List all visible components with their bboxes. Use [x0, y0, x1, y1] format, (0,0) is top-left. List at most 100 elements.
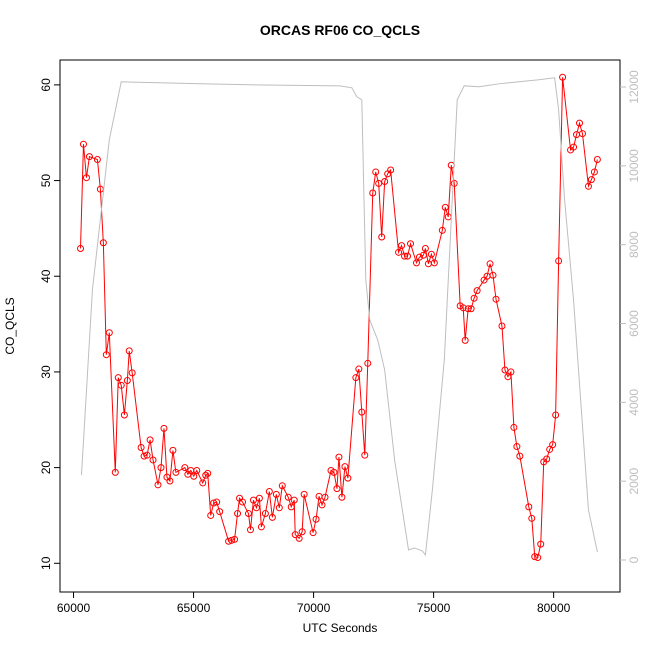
data-point [239, 498, 247, 506]
data-point [473, 287, 481, 295]
data-point [398, 242, 406, 250]
data-point [157, 464, 165, 472]
data-point [395, 248, 403, 256]
x-tick-label: 75000 [417, 601, 451, 615]
data-point [295, 534, 303, 542]
data-point [137, 444, 145, 452]
x-axis-label: UTC Seconds [303, 621, 378, 635]
data-point [528, 514, 536, 522]
data-point [249, 496, 257, 504]
data-point [352, 374, 360, 382]
data-point [268, 513, 276, 521]
y-tick-label: 30 [39, 365, 53, 379]
data-point [278, 482, 286, 490]
y-tick-label: 40 [39, 269, 53, 283]
data-point [99, 239, 107, 247]
data-point [255, 494, 263, 502]
data-point [190, 472, 198, 480]
data-point [501, 366, 509, 374]
data-point [154, 481, 162, 489]
data-point [464, 305, 472, 313]
data-point [199, 479, 207, 487]
data-point [401, 252, 409, 260]
data-point [404, 252, 412, 260]
data-point [207, 511, 215, 519]
data-point [593, 156, 601, 164]
plot-box [59, 59, 621, 593]
data-point [284, 493, 292, 501]
data-point [213, 498, 221, 506]
x-tick-label: 70000 [297, 601, 331, 615]
y-tick-label: 10 [39, 556, 53, 570]
data-point [372, 168, 380, 176]
data-point [361, 451, 369, 459]
data-point [381, 178, 389, 186]
data-point [172, 468, 180, 476]
data-point [128, 369, 136, 377]
data-point [252, 504, 260, 512]
data-point [516, 452, 524, 460]
data-point [338, 493, 346, 501]
data-point [364, 359, 372, 367]
y2-tick-label: 6000 [627, 310, 641, 337]
data-point [467, 305, 475, 313]
x-tick-label: 80000 [537, 601, 571, 615]
data-point [146, 436, 154, 444]
data-point [111, 468, 119, 476]
data-point [459, 304, 467, 312]
data-point [555, 257, 563, 265]
data-point [584, 182, 592, 190]
data-point [430, 259, 438, 267]
data-point [486, 260, 494, 268]
data-point [330, 468, 338, 476]
data-point [570, 143, 578, 151]
data-point [140, 452, 148, 460]
data-point [438, 226, 446, 234]
data-point [375, 179, 383, 187]
data-point [231, 535, 239, 543]
data-point [287, 503, 295, 511]
data-point [85, 153, 93, 161]
data-point [123, 377, 131, 385]
data-point [441, 203, 449, 211]
data-point [534, 554, 542, 562]
data-point [272, 490, 280, 498]
data-point [450, 179, 458, 187]
data-point [225, 537, 233, 545]
data-point [298, 528, 306, 536]
y-tick-label: 50 [39, 174, 53, 188]
data-point [300, 490, 308, 498]
data-point [358, 408, 366, 416]
data-point [93, 156, 101, 164]
data-point [181, 464, 189, 472]
data-point [216, 508, 224, 516]
data-point [321, 493, 329, 501]
data-point [210, 499, 218, 507]
data-point [470, 294, 478, 302]
data-point [492, 295, 500, 303]
data-point [79, 140, 87, 148]
data-point [587, 176, 595, 184]
data-point [105, 329, 113, 337]
y-tick-label: 60 [39, 78, 53, 92]
data-point [166, 477, 174, 485]
data-point [169, 446, 177, 454]
data-point [510, 423, 518, 431]
data-point [369, 189, 377, 197]
data-point [117, 381, 125, 389]
data-point [378, 233, 386, 241]
data-point [102, 351, 110, 359]
data-point [461, 336, 469, 344]
x-tick-label: 65000 [177, 601, 211, 615]
y2-tick-label: 4000 [627, 389, 641, 416]
y2-tick-label: 0 [627, 556, 641, 563]
y2-tick-label: 10000 [627, 149, 641, 183]
data-point [244, 510, 252, 518]
data-point [590, 168, 598, 176]
data-point [341, 463, 349, 471]
data-point [77, 244, 85, 252]
data-point [489, 271, 497, 279]
data-point [82, 174, 90, 182]
data-point [160, 424, 168, 432]
data-point [578, 130, 586, 138]
